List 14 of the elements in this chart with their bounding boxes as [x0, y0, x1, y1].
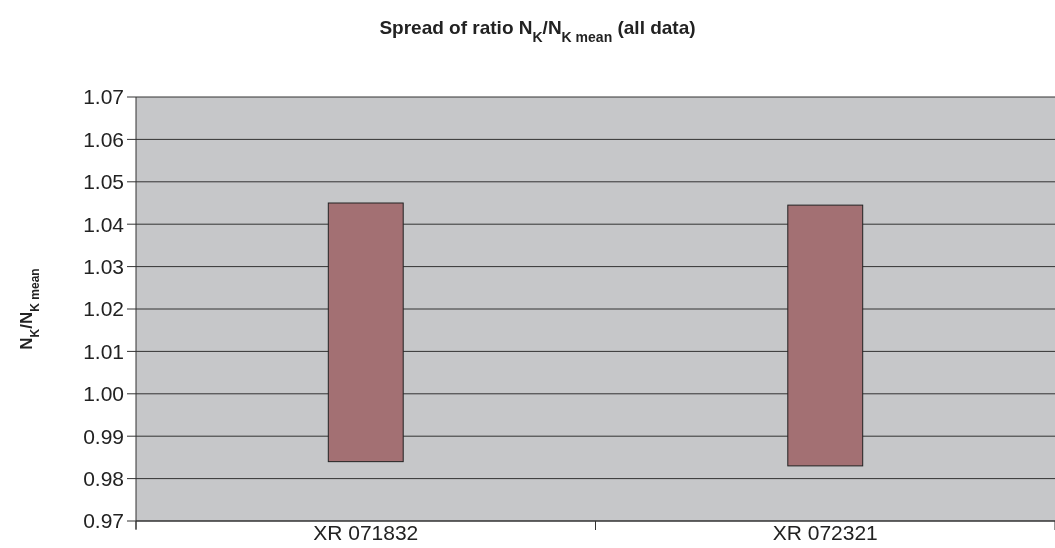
y-tick-label: 1.05 [83, 170, 124, 194]
x-tick-label: XR 072321 [772, 521, 878, 544]
y-tick-label: 0.97 [83, 509, 124, 533]
y-tick-label: 0.99 [83, 424, 124, 448]
chart-title: Spread of ratio N$_{K}$/N$_{K mean}$ (all data) [379, 17, 696, 45]
y-tick-label: 1.06 [83, 127, 124, 151]
y-tick-label: 1.00 [83, 382, 124, 406]
y-tick-label: 1.01 [83, 339, 124, 363]
y-tick-label: 0.98 [83, 466, 124, 490]
y-tick-label: 1.02 [83, 297, 124, 321]
y-tick-label: 1.04 [83, 212, 125, 236]
x-tick-label: XR 071832 [313, 521, 419, 544]
y-tick-label: 1.07 [83, 85, 124, 109]
y-tick-label: 1.03 [83, 254, 124, 278]
